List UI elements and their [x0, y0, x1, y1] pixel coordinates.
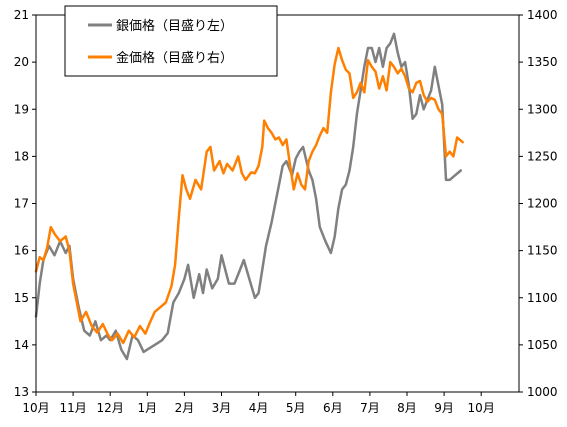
legend-box — [64, 5, 278, 77]
x-tick-label: 1月 — [137, 401, 157, 415]
y-left-tick-label: 20 — [14, 55, 29, 69]
y-right-tick-label: 1300 — [527, 102, 558, 116]
legend: 銀価格（目盛り左） 金価格（目盛り右） — [64, 5, 278, 77]
y-right-tick-label: 1100 — [527, 291, 558, 305]
x-tick-label: 11月 — [59, 401, 86, 415]
x-tick-label: 4月 — [249, 401, 269, 415]
x-tick-label: 7月 — [360, 401, 380, 415]
y-right-tick-label: 1200 — [527, 197, 558, 211]
gold-price-line — [34, 46, 464, 345]
y-left-tick-label: 18 — [14, 149, 29, 163]
x-tick-label: 9月 — [434, 401, 454, 415]
y-right-tick-label: 1250 — [527, 149, 558, 163]
ticks-layer: 13 14 15 16 17 18 19 20 21 1000 1050 1100 1150 1200 12… — [14, 8, 558, 415]
x-tick-label: 12月 — [97, 401, 124, 415]
y-right-tick-label: 1000 — [527, 385, 558, 399]
y-right-tick-label: 1050 — [527, 338, 558, 352]
legend-label-silver: 銀価格（目盛り左） — [116, 18, 233, 34]
x-tick-label: 6月 — [323, 401, 343, 415]
series-layer — [34, 32, 464, 361]
silver-price-line — [34, 32, 463, 361]
y-right-tick-label: 1150 — [527, 244, 558, 258]
y-left-tick-label: 16 — [14, 244, 29, 258]
y-left-tick-label: 21 — [14, 8, 29, 22]
y-left-tick-label: 17 — [14, 197, 29, 211]
y-left-tick-label: 14 — [14, 338, 29, 352]
y-left-tick-label: 13 — [14, 385, 29, 399]
y-right-tick-label: 1350 — [527, 55, 558, 69]
y-left-tick-label: 15 — [14, 291, 29, 305]
x-tick-label: 5月 — [286, 401, 306, 415]
x-tick-label: 3月 — [212, 401, 232, 415]
x-tick-label: 10月 — [468, 401, 495, 415]
legend-label-gold: 金価格（目盛り右） — [116, 50, 233, 66]
x-tick-label: 8月 — [397, 401, 417, 415]
x-tick-label: 2月 — [175, 401, 195, 415]
y-right-tick-label: 1400 — [527, 8, 558, 22]
y-left-tick-label: 19 — [14, 102, 29, 116]
x-tick-label: 10月 — [22, 401, 49, 415]
